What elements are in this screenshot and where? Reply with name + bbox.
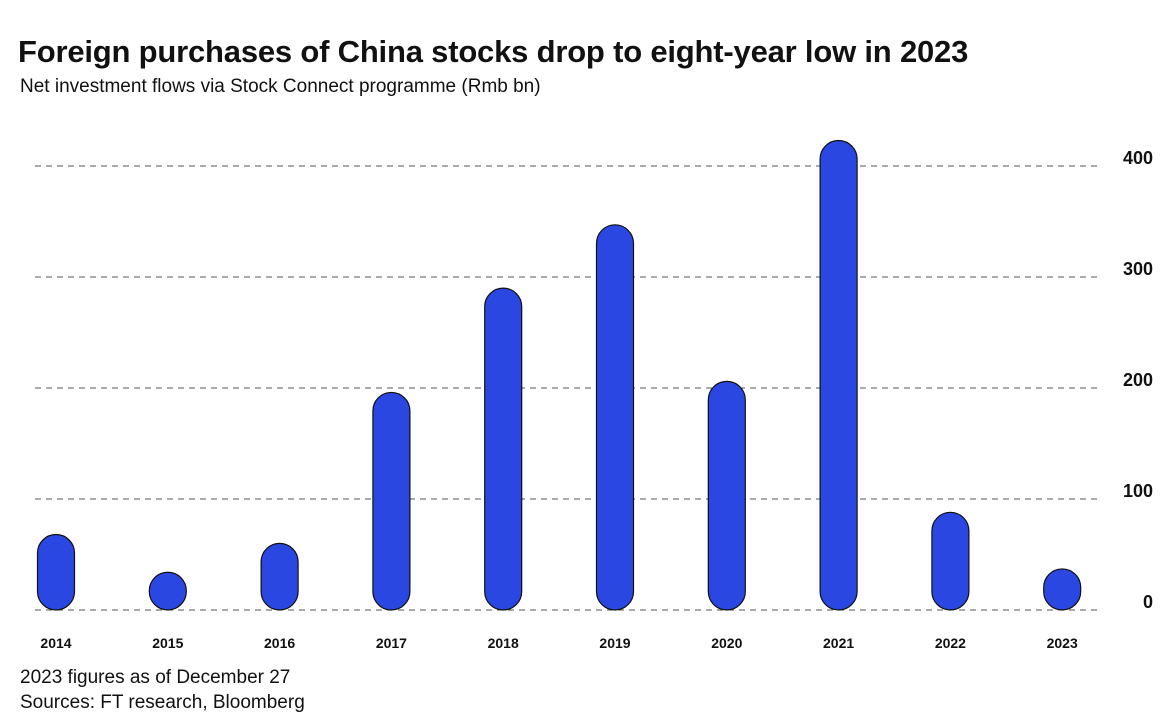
bar-2022 [931,511,970,611]
x-tick-label: 2016 [264,635,295,651]
bar-2016 [260,542,299,611]
y-tick-label: 100 [1123,481,1153,501]
bar-2020 [707,380,746,611]
x-tick-label: 2022 [935,635,966,651]
bars [36,139,1082,611]
y-tick-label: 300 [1123,259,1153,279]
chart-subtitle: Net investment flows via Stock Connect p… [20,76,541,97]
x-tick-label: 2014 [40,635,71,651]
x-tick-label: 2017 [376,635,407,651]
y-tick-label: 200 [1123,370,1153,390]
x-tick-label: 2023 [1047,635,1078,651]
x-tick-label: 2015 [152,635,183,651]
bar-2018 [484,287,523,611]
x-tick-label: 2019 [599,635,630,651]
y-tick-label: 400 [1123,148,1153,168]
y-axis-ticks: 0 100 200 300 400 [1123,148,1153,612]
source-note: Sources: FT research, Bloomberg [20,692,305,713]
x-axis-ticks: 2014 2015 2016 2017 2018 2019 2020 2021 2022 2023 [40,635,1078,651]
chart-title: Foreign purchases of China stocks drop t… [18,34,969,69]
x-tick-label: 2020 [711,635,742,651]
x-tick-label: 2018 [488,635,519,651]
bar-2014 [36,533,76,611]
bar-2019 [595,224,635,611]
bar-2015 [148,571,187,611]
gridlines [35,165,1098,611]
bar-2017 [372,391,411,611]
bar-2023 [1043,568,1082,611]
y-tick-label: 0 [1143,592,1153,612]
x-tick-label: 2021 [823,635,854,651]
bar-2021 [819,139,858,611]
footnote: 2023 figures as of December 27 [20,667,291,688]
